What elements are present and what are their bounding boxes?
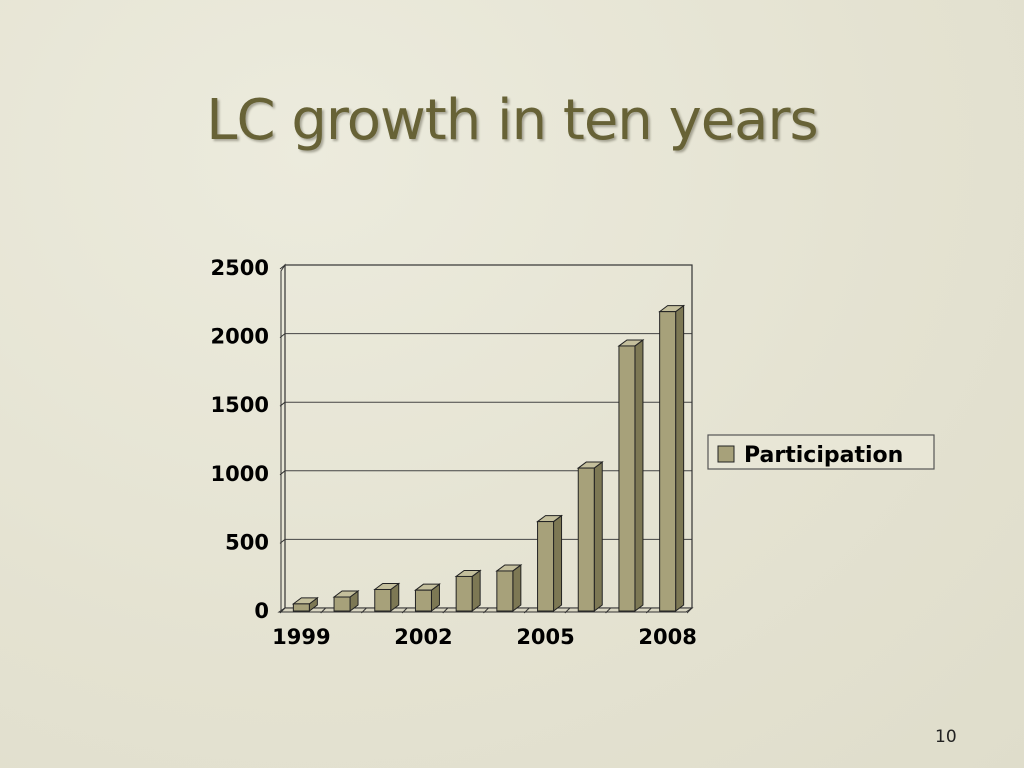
x-tick-mark — [523, 607, 530, 614]
bar-front-face — [577, 467, 595, 612]
x-tick-label: 2005 — [516, 625, 574, 649]
legend-label-participation: Participation — [744, 443, 903, 468]
x-tick-mark — [401, 607, 408, 614]
y-tick-label: 0 — [254, 599, 269, 623]
bar-2006 — [576, 461, 604, 612]
bar-2008 — [658, 304, 686, 612]
page-number: 10 — [935, 727, 957, 747]
x-tick-mark — [442, 607, 449, 614]
y-tick-label: 500 — [225, 530, 269, 554]
bar-front-face — [537, 521, 555, 612]
bar-1999 — [291, 596, 319, 612]
x-tick-mark — [483, 607, 489, 614]
bar-2003 — [454, 569, 482, 612]
bar-front-face — [333, 596, 351, 612]
x-tick-mark — [686, 607, 693, 614]
y-axis-tick-labels: 0 500 1000 1500 2000 2500 — [211, 256, 269, 623]
bar-side-face — [675, 304, 685, 612]
bar-side-face — [634, 338, 644, 612]
x-axis-tick-labels: 1999 2002 2005 2008 — [272, 625, 697, 649]
bar-front-face — [374, 588, 392, 612]
y-tick-label: 2500 — [211, 256, 269, 280]
bar-side-face — [512, 563, 522, 612]
x-tick-label: 2008 — [638, 625, 696, 649]
x-tick-mark — [564, 607, 571, 614]
bar-front-face — [414, 589, 432, 612]
bar-front-face — [618, 345, 636, 612]
x-tick-mark — [605, 607, 611, 614]
x-tick-mark — [361, 607, 367, 614]
bar-side-face — [593, 461, 603, 612]
bar-side-face — [553, 514, 563, 612]
legend: Participation — [707, 434, 935, 470]
bar-2007 — [617, 338, 645, 612]
x-tick-mark — [279, 607, 286, 614]
x-tick-label: 2002 — [394, 625, 452, 649]
bars — [291, 304, 686, 612]
legend-box — [707, 434, 935, 470]
bar-front-face — [292, 603, 310, 612]
slide-title: LC growth in ten years — [206, 88, 818, 153]
bar-side-face — [471, 569, 481, 612]
y-tick-label: 1500 — [211, 393, 269, 417]
x-tick-mark — [645, 607, 652, 614]
legend-swatch — [717, 445, 735, 463]
x-tick-label: 1999 — [272, 625, 330, 649]
y-tick-label: 1000 — [211, 462, 269, 486]
bar-2001 — [373, 582, 401, 612]
bar-2004 — [495, 563, 523, 612]
bar-front-face — [659, 311, 677, 612]
bar-front-face — [496, 570, 514, 612]
bar-2005 — [536, 514, 564, 612]
bar-2002 — [413, 583, 441, 612]
bar-front-face — [455, 575, 473, 612]
x-tick-mark — [320, 607, 327, 614]
bar-2000 — [332, 590, 360, 612]
y-tick-label: 2000 — [211, 325, 269, 349]
